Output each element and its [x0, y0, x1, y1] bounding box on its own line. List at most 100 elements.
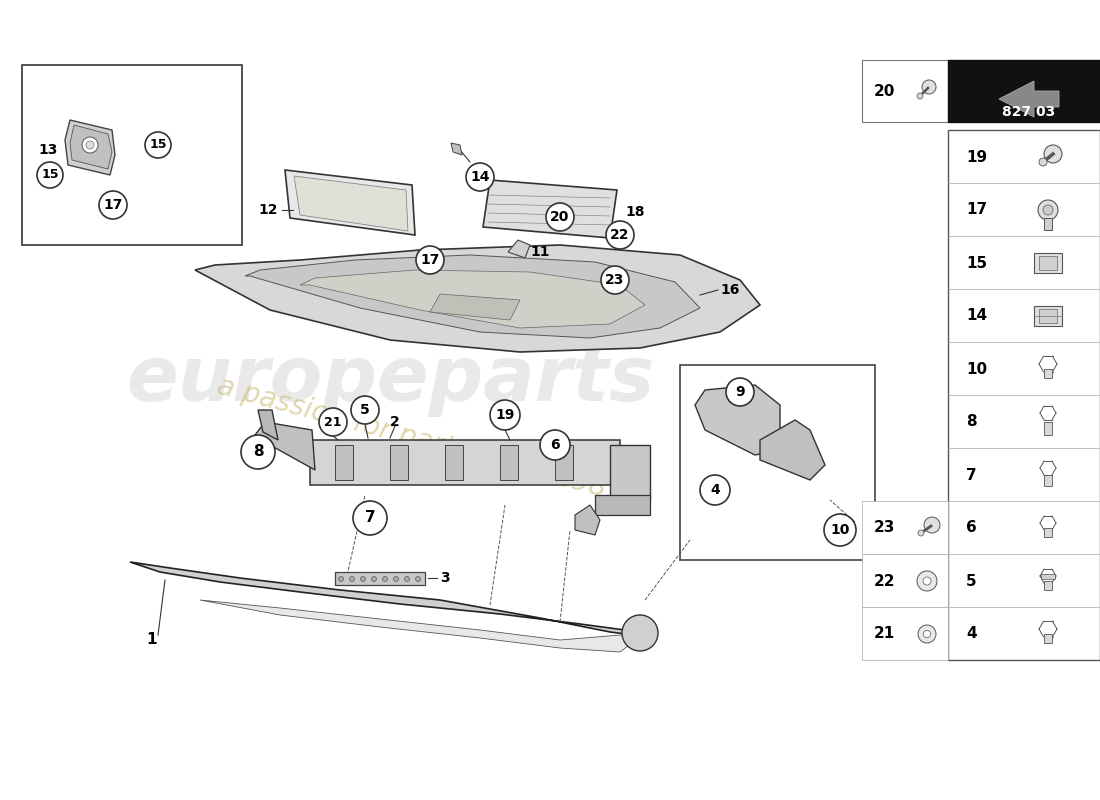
Circle shape [1040, 158, 1047, 166]
Circle shape [490, 400, 520, 430]
Bar [446, 445, 463, 480]
Text: 11: 11 [530, 245, 550, 259]
Text: 5: 5 [360, 403, 370, 417]
Circle shape [241, 435, 275, 469]
Bar [1044, 581, 1052, 590]
Circle shape [923, 577, 931, 585]
Circle shape [466, 163, 494, 191]
Circle shape [86, 141, 94, 149]
Text: 8: 8 [966, 414, 977, 430]
Circle shape [924, 517, 940, 533]
Text: europeparts: europeparts [125, 343, 654, 417]
Circle shape [319, 408, 346, 436]
Text: 5: 5 [966, 574, 977, 589]
Text: 8: 8 [253, 445, 263, 459]
Circle shape [922, 80, 936, 94]
Circle shape [1038, 200, 1058, 220]
Bar [336, 445, 353, 480]
Circle shape [405, 577, 409, 582]
Text: 23: 23 [874, 521, 895, 535]
Polygon shape [285, 170, 415, 235]
Circle shape [726, 378, 754, 406]
Circle shape [361, 577, 365, 582]
Text: 16: 16 [720, 283, 739, 297]
Circle shape [923, 630, 931, 638]
Text: 15: 15 [966, 255, 987, 270]
Circle shape [351, 396, 380, 424]
Polygon shape [575, 505, 600, 535]
Text: 827 03: 827 03 [1002, 105, 1056, 119]
Text: 12: 12 [258, 203, 278, 217]
Bar [390, 445, 408, 480]
Bar [862, 501, 948, 554]
Circle shape [37, 162, 63, 188]
Bar [1040, 256, 1057, 270]
Text: 21: 21 [324, 415, 342, 429]
Polygon shape [736, 382, 750, 400]
Bar [862, 60, 948, 122]
Text: 15: 15 [42, 169, 58, 182]
Polygon shape [695, 385, 780, 455]
Circle shape [350, 577, 354, 582]
Text: 6: 6 [966, 521, 977, 535]
Text: 9: 9 [735, 385, 745, 399]
Circle shape [394, 577, 398, 582]
Text: 4: 4 [711, 483, 719, 497]
Text: 10: 10 [830, 523, 849, 537]
Bar [1044, 528, 1052, 537]
Circle shape [606, 221, 634, 249]
Polygon shape [508, 240, 530, 258]
Polygon shape [195, 245, 760, 352]
Text: 4: 4 [966, 626, 977, 642]
Circle shape [383, 577, 387, 582]
Bar [336, 572, 425, 585]
Bar [1041, 574, 1055, 579]
Text: 17: 17 [103, 198, 123, 212]
Text: a passion for parts since 1985: a passion for parts since 1985 [213, 372, 626, 508]
Text: 7: 7 [365, 510, 375, 526]
Text: 21: 21 [874, 626, 895, 642]
Text: 7: 7 [966, 467, 977, 482]
Text: 6: 6 [550, 438, 560, 452]
Polygon shape [70, 125, 112, 169]
Circle shape [918, 530, 924, 536]
Circle shape [700, 475, 730, 505]
Text: 19: 19 [966, 150, 987, 165]
Text: 17: 17 [966, 202, 987, 218]
Circle shape [339, 577, 343, 582]
Polygon shape [451, 143, 462, 155]
Text: 13: 13 [39, 143, 57, 157]
Circle shape [918, 625, 936, 643]
Polygon shape [483, 180, 617, 238]
Polygon shape [255, 422, 315, 470]
Bar [556, 445, 573, 480]
Bar [500, 445, 518, 480]
Circle shape [372, 577, 376, 582]
Circle shape [540, 430, 570, 460]
Polygon shape [130, 562, 650, 637]
Circle shape [917, 571, 937, 591]
Circle shape [1043, 205, 1053, 215]
Polygon shape [300, 270, 645, 328]
Bar [610, 445, 650, 500]
Text: 1: 1 [146, 633, 157, 647]
Bar [948, 60, 1100, 122]
Text: 23: 23 [605, 273, 625, 287]
Circle shape [621, 615, 658, 651]
Circle shape [353, 501, 387, 535]
Bar [862, 554, 948, 607]
Bar [22, 65, 242, 245]
Text: 14: 14 [471, 170, 490, 184]
Polygon shape [294, 176, 408, 231]
Text: 22: 22 [610, 228, 629, 242]
Bar [948, 130, 1100, 660]
Circle shape [824, 514, 856, 546]
Polygon shape [245, 255, 700, 338]
Polygon shape [999, 81, 1059, 117]
Bar [1044, 422, 1052, 435]
Bar [595, 495, 650, 515]
Text: 10: 10 [966, 362, 987, 377]
Circle shape [1044, 145, 1061, 163]
Text: 17: 17 [420, 253, 440, 267]
Bar [1044, 634, 1052, 643]
